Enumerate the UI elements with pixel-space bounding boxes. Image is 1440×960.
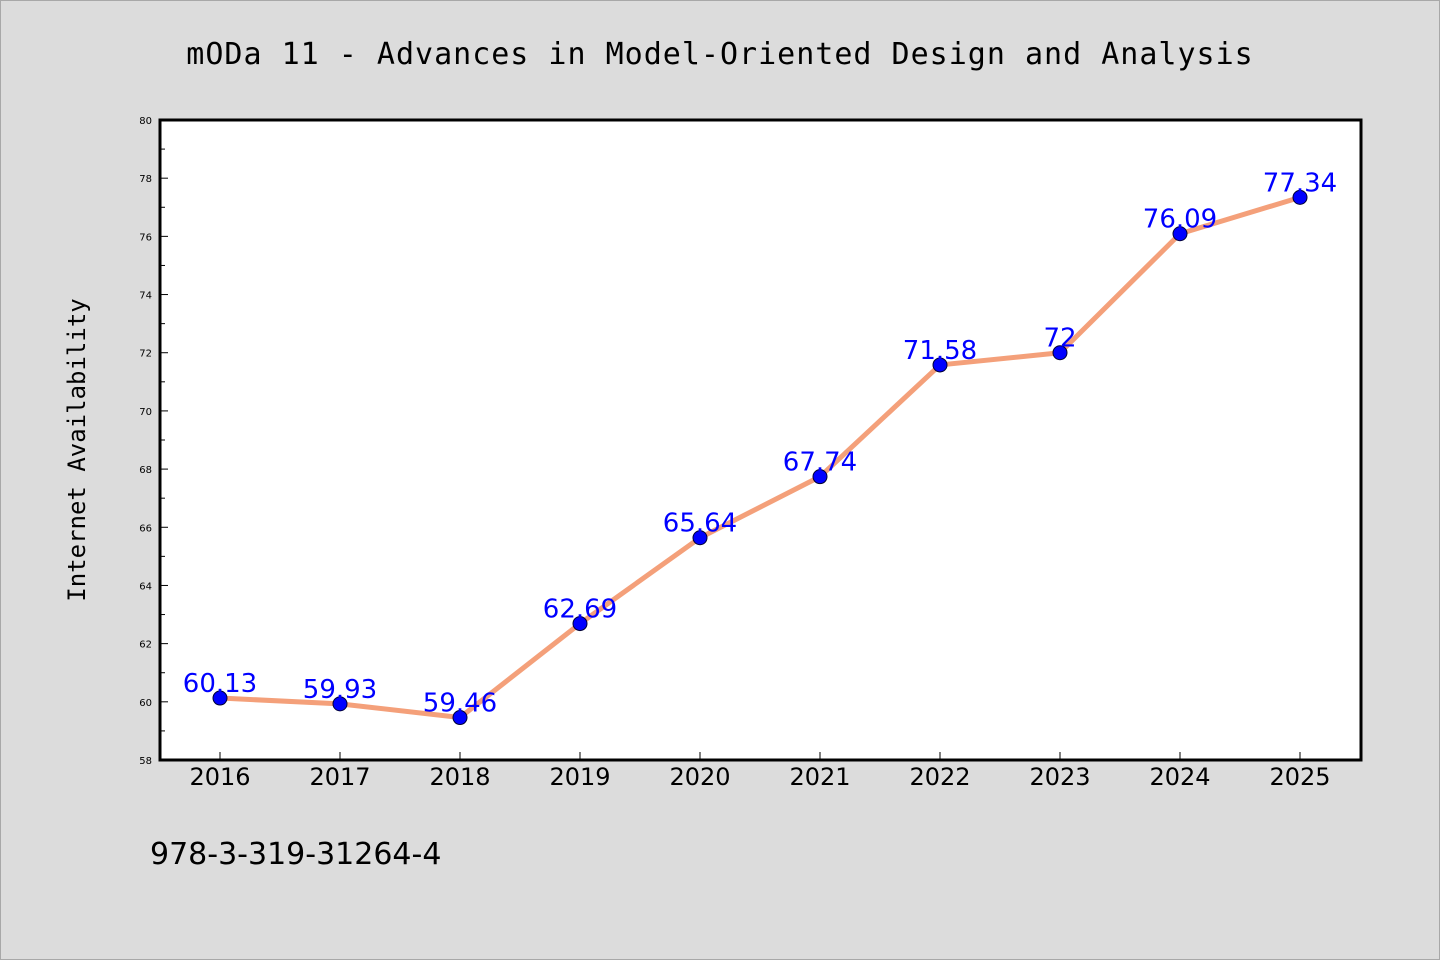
x-tick-label: 2016 [189,763,250,791]
y-tick-label: 80 [139,116,152,127]
data-point [1172,226,1188,242]
data-label: 72 [1043,324,1076,354]
x-tick-label: 2025 [1269,763,1330,791]
data-point [572,616,588,632]
y-axis: 58 60 62 64 66 68 70 72 74 76 78 80 [139,116,168,767]
isbn-footnote: 978-3-319-31264-4 [150,837,441,872]
y-tick-label: 72 [139,349,152,360]
y-tick-label: 68 [139,465,152,476]
y-tick-label: 62 [139,640,152,651]
data-label: 71.58 [903,336,977,366]
data-label: 65.64 [663,509,737,539]
x-tick-label: 2018 [429,763,490,791]
data-point [932,357,948,373]
y-tick-label: 58 [139,756,152,767]
x-tick-label: 2024 [1149,763,1210,791]
x-tick-label: 2022 [909,763,970,791]
x-tick-label: 2020 [669,763,730,791]
y-tick-label: 76 [139,232,152,243]
data-label: 60.13 [183,669,257,699]
data-point [692,530,708,546]
data-point [1292,189,1308,205]
data-label: 76.09 [1143,205,1217,235]
x-axis: 2016 2017 2018 2019 2020 2021 2022 2023 2024 2025 [189,752,1331,791]
y-axis-label: Internet Availability [63,298,91,601]
x-tick-label: 2017 [309,763,370,791]
series-line-group [217,194,1303,721]
data-label: 77.34 [1263,168,1337,198]
data-point [212,690,228,706]
data-label: 59.46 [423,689,497,719]
data-label: 59.93 [303,675,377,705]
y-tick-label: 78 [139,174,152,185]
data-labels: 60.13 59.93 59.46 62.69 65.64 67.74 71.58 72 76.… [183,168,1337,718]
data-point [332,696,348,712]
y-tick-label: 74 [139,291,152,302]
chart-title: mODa 11 - Advances in Model-Oriented Des… [186,37,1253,72]
plot-area [158,118,1363,762]
data-label: 62.69 [543,595,617,625]
x-tick-label: 2021 [789,763,850,791]
y-tick-label: 66 [139,523,152,534]
x-tick-label: 2023 [1029,763,1090,791]
data-markers [212,189,1308,726]
y-tick-label: 64 [139,581,152,592]
y-tick-label: 70 [139,407,152,418]
series-line [217,194,1303,721]
data-point [452,710,468,726]
y-tick-label: 60 [139,698,152,709]
data-point [1052,345,1068,361]
x-tick-label: 2019 [549,763,610,791]
data-point [812,469,828,485]
data-label: 67.74 [783,448,857,478]
